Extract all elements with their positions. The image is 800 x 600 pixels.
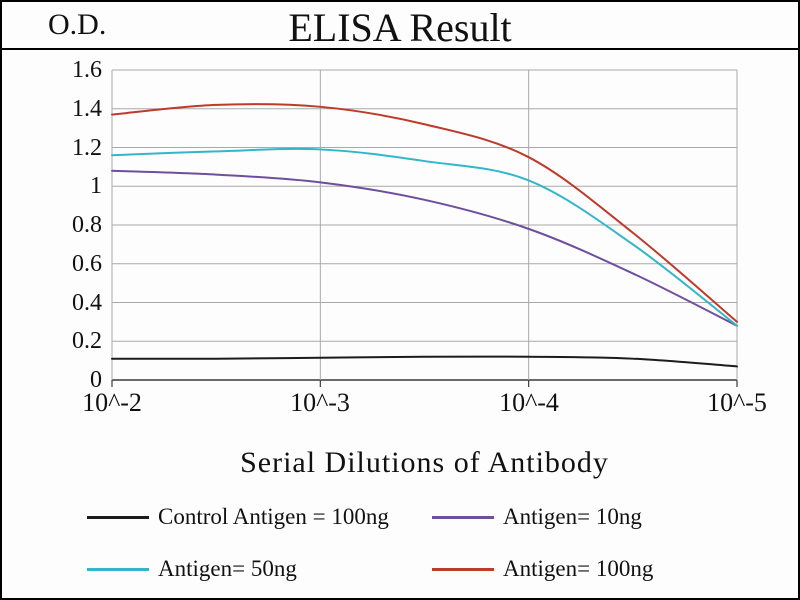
legend-label: Antigen= 10ng <box>503 504 642 529</box>
legend-item: Antigen= 10ng <box>407 504 752 530</box>
x-tick-label: 10^-3 <box>290 388 350 417</box>
y-tick-label: 0.4 <box>72 290 102 316</box>
y-tick-label: 1.4 <box>72 96 102 122</box>
y-tick-label: 0.8 <box>72 212 102 238</box>
legend: Control Antigen = 100ng Antigen= 10ng An… <box>62 504 752 582</box>
legend-label: Antigen= 50ng <box>158 556 297 581</box>
plot-area <box>111 69 738 387</box>
y-axis-ticks: 1.6 1.4 1.2 1 0.8 0.6 0.4 0.2 0 <box>32 57 102 393</box>
y-tick-label: 1.2 <box>72 135 102 161</box>
y-tick-label: 1.6 <box>72 57 102 83</box>
legend-line-sample-antigen-100ng <box>432 567 494 571</box>
y-tick-label: 0 <box>90 367 102 393</box>
legend-line-sample-control <box>87 515 149 519</box>
x-axis-ticks: 10^-2 10^-3 10^-4 10^-5 <box>82 388 767 420</box>
legend-line-sample-antigen-10ng <box>432 515 494 519</box>
x-axis-label: Serial Dilutions of Antibody <box>240 446 609 479</box>
legend-label: Control Antigen = 100ng <box>158 504 389 529</box>
legend-label: Antigen= 100ng <box>503 556 654 581</box>
y-tick-label: 0.6 <box>72 251 102 277</box>
chart-title: ELISA Result <box>288 5 512 50</box>
legend-item: Antigen= 50ng <box>62 556 407 582</box>
y-axis-unit-label: O.D. <box>48 8 107 41</box>
legend-item: Control Antigen = 100ng <box>62 504 407 530</box>
x-tick-label: 10^-4 <box>499 388 559 417</box>
x-tick-label: 10^-2 <box>82 388 142 417</box>
x-tick-label: 10^-5 <box>707 388 767 417</box>
y-tick-label: 1 <box>90 173 102 199</box>
legend-line-sample-antigen-50ng <box>87 567 149 571</box>
legend-item: Antigen= 100ng <box>407 556 752 582</box>
header-divider <box>2 48 798 50</box>
y-tick-label: 0.2 <box>72 328 102 354</box>
